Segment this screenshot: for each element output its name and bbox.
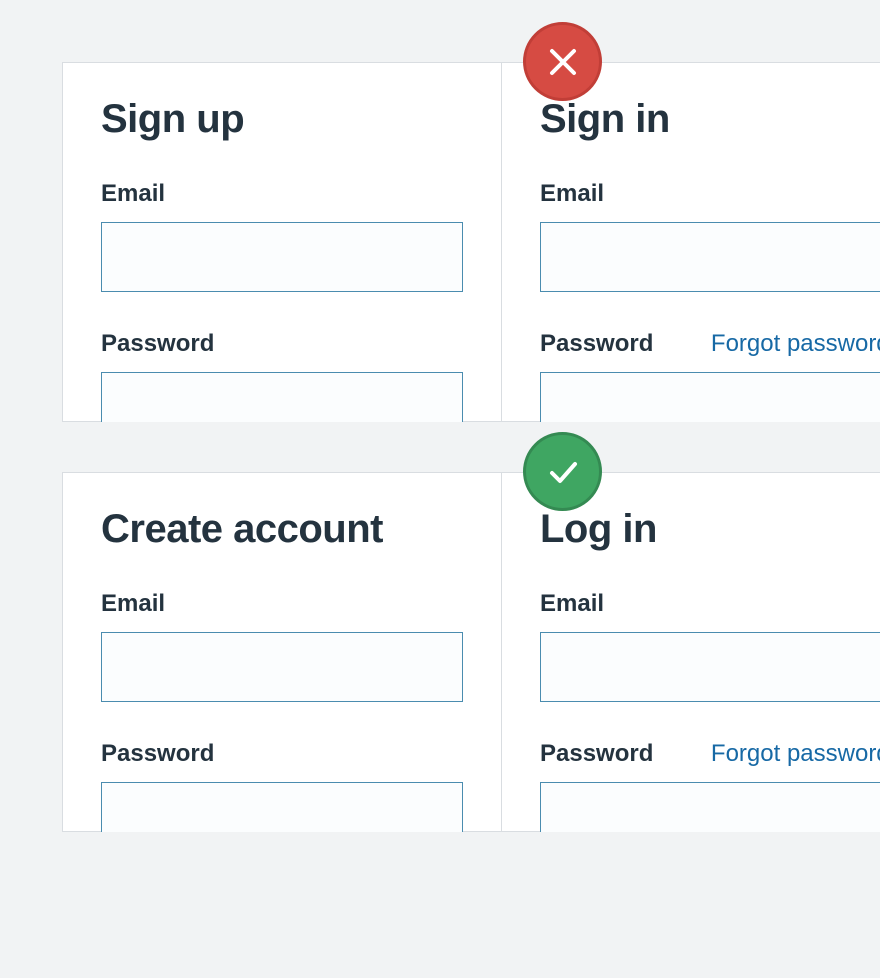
create-account-title: Create account (101, 507, 463, 552)
forgot-password-link[interactable]: Forgot password? (711, 740, 880, 768)
email-label: Email (540, 180, 604, 208)
password-label: Password (540, 740, 653, 768)
email-field[interactable] (540, 632, 880, 702)
check-icon (523, 432, 602, 511)
password-field[interactable] (540, 372, 880, 422)
login-title: Log in (540, 507, 880, 552)
password-field[interactable] (540, 782, 880, 832)
email-label-row: Email (101, 180, 463, 208)
bad-example: Sign up Email Password Sign in Email Pas… (62, 62, 880, 422)
forgot-password-link[interactable]: Forgot password? (711, 330, 880, 358)
email-field[interactable] (101, 222, 463, 292)
email-label-row: Email (101, 590, 463, 618)
password-field[interactable] (101, 372, 463, 422)
good-example: Create account Email Password Log in Ema… (62, 472, 880, 832)
email-label: Email (540, 590, 604, 618)
email-label: Email (101, 180, 165, 208)
good-example-row: Create account Email Password Log in Ema… (62, 472, 880, 832)
signin-title: Sign in (540, 97, 880, 142)
signup-title: Sign up (101, 97, 463, 142)
create-account-card: Create account Email Password (62, 472, 502, 832)
bad-example-row: Sign up Email Password Sign in Email Pas… (62, 62, 880, 422)
password-label-row: Password Forgot password? (540, 740, 880, 768)
email-field[interactable] (540, 222, 880, 292)
cross-icon (523, 22, 602, 101)
email-field[interactable] (101, 632, 463, 702)
login-card: Log in Email Password Forgot password? (502, 472, 880, 832)
email-label: Email (101, 590, 165, 618)
password-label: Password (101, 330, 214, 358)
password-label-row: Password (101, 330, 463, 358)
password-field[interactable] (101, 782, 463, 832)
signin-card: Sign in Email Password Forgot password? (502, 62, 880, 422)
password-label-row: Password (101, 740, 463, 768)
password-label: Password (101, 740, 214, 768)
password-label: Password (540, 330, 653, 358)
signup-card: Sign up Email Password (62, 62, 502, 422)
email-label-row: Email (540, 590, 880, 618)
email-label-row: Email (540, 180, 880, 208)
password-label-row: Password Forgot password? (540, 330, 880, 358)
